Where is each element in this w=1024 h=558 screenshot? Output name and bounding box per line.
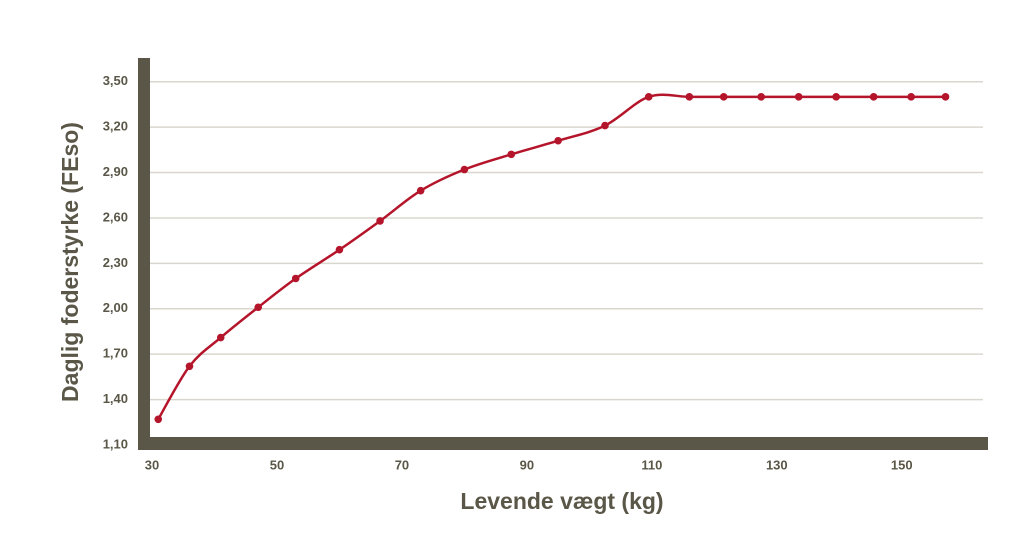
data-point (832, 93, 840, 101)
data-point (869, 93, 878, 101)
y-tick-label: 2,90 (103, 164, 128, 179)
y-axis-bar (138, 58, 150, 450)
data-point (507, 150, 516, 159)
x-tick-label: 110 (641, 457, 662, 472)
x-axis-bar (138, 437, 988, 450)
data-point (254, 303, 263, 312)
x-tick-label: 90 (520, 457, 534, 472)
x-tick-label: 30 (145, 457, 159, 472)
y-tick-label: 2,60 (103, 209, 128, 224)
data-point (216, 333, 225, 342)
data-point (185, 362, 194, 371)
data-point (291, 274, 300, 283)
data-point (907, 93, 915, 101)
data-point (416, 186, 425, 195)
y-tick-label: 2,30 (103, 255, 128, 270)
data-point (154, 415, 163, 424)
y-tick-label: 1,70 (103, 346, 128, 361)
x-tick-label: 70 (395, 457, 409, 472)
data-point (941, 93, 950, 101)
data-point (335, 245, 344, 254)
y-axis-title: Daglig foderstyrke (FEso) (57, 122, 83, 402)
y-tick-label: 1,40 (103, 391, 128, 406)
data-point (554, 136, 562, 145)
y-tick-label: 1,10 (103, 436, 128, 451)
y-tick-label: 3,20 (103, 119, 128, 134)
data-point (644, 93, 653, 101)
data-point (757, 93, 765, 101)
data-point (719, 93, 728, 101)
data-point (376, 217, 384, 225)
x-tick-label: 130 (766, 457, 788, 472)
data-point (601, 121, 609, 130)
y-tick-label: 3,50 (103, 73, 128, 88)
x-tick-label: 50 (270, 457, 284, 472)
data-point (794, 93, 803, 101)
y-tick-label: 2,00 (103, 300, 128, 315)
data-point (460, 165, 469, 174)
data-line (157, 93, 946, 420)
x-axis-title: Levende vægt (kg) (460, 488, 663, 514)
data-point (685, 93, 694, 101)
x-tick-label: 150 (891, 457, 913, 472)
